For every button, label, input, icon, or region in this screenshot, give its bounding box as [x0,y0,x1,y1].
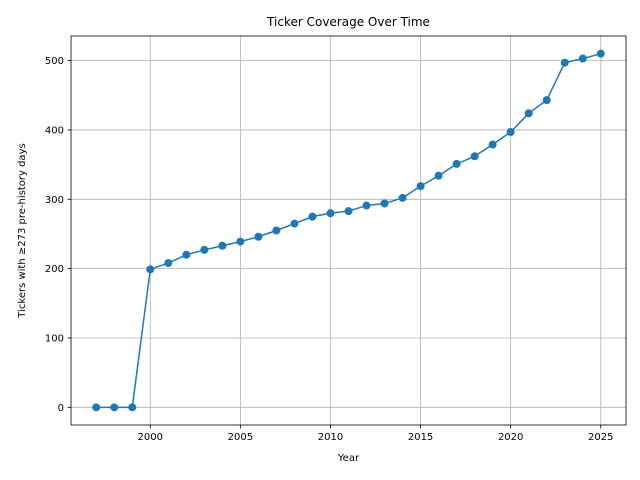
data-point [506,128,515,137]
data-point [362,201,371,210]
x-tick-label: 2010 [318,432,343,443]
data-point [398,193,407,202]
y-tick-label: 400 [45,125,64,136]
data-point [560,58,569,67]
x-tick-label: 2015 [408,432,433,443]
data-point [308,212,317,221]
y-tick-label: 200 [45,264,64,275]
y-tick-label: 300 [45,195,64,206]
data-point [218,241,227,250]
y-tick-label: 100 [45,333,64,344]
x-tick-label: 2025 [588,432,613,443]
y-tick-label: 500 [45,56,64,67]
data-point [128,403,137,412]
data-point [578,54,587,63]
data-point [434,171,443,180]
data-point [470,152,479,161]
x-tick-label: 2000 [138,432,163,443]
x-tick-label: 2020 [498,432,523,443]
data-point [344,207,353,216]
data-point [290,219,299,228]
ticks: 2000 2005 2010 2015 2020 2025 0 100 200 300 400 500 [45,56,614,443]
data-point [380,199,389,208]
data-point [146,265,155,274]
data-point [236,237,245,246]
plot-frame [70,35,627,426]
data-point [254,232,263,241]
y-tick-label: 0 [58,403,64,414]
data-point [272,226,281,235]
data-point [200,245,209,254]
data-point [488,140,497,149]
data-point [92,403,101,412]
grid [71,36,626,425]
data-point [524,109,533,118]
data-point [182,250,191,259]
data-point [452,159,461,168]
chart-title: Ticker Coverage Over Time [266,15,430,29]
x-axis-title: Year [337,453,360,464]
data-point [596,49,605,58]
x-tick-label: 2005 [228,432,253,443]
data-point [164,259,173,268]
data-point [110,403,119,412]
data-point [326,209,335,218]
data-point [542,96,551,105]
data-point [416,182,425,191]
series-layer [92,49,605,412]
y-axis-title: Tickers with ≥273 pre-history days [17,143,28,318]
